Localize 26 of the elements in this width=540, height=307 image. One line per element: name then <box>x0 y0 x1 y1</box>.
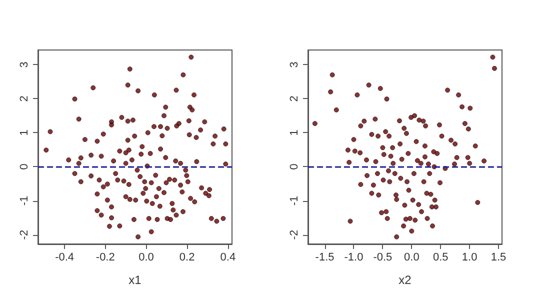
y-tick-label: 0 <box>288 164 300 170</box>
y-tick-label: 3 <box>288 62 300 68</box>
x-tick-label: 0.5 <box>432 252 448 264</box>
y-tick-label: 0 <box>18 164 30 170</box>
y-tick-label: -2 <box>288 230 300 240</box>
x-tick-label: -0.5 <box>373 252 392 264</box>
y-tick-label: 3 <box>18 62 30 68</box>
x-tick-label: -1.5 <box>315 252 334 264</box>
y-tick-label: 2 <box>288 96 300 102</box>
x-tick-label: -0.2 <box>96 252 115 264</box>
y-tick-label: -2 <box>18 230 30 240</box>
x-tick-label: 0.4 <box>220 252 236 264</box>
y-tick-label: 1 <box>18 130 30 136</box>
x-tick-label: 0.2 <box>179 252 195 264</box>
x-axis-title: x1 <box>128 273 142 287</box>
y-tick-label: -1 <box>288 196 300 206</box>
x-tick-label: 0.0 <box>138 252 154 264</box>
x-tick-label: -0.4 <box>55 252 74 264</box>
x-tick-label: 1.5 <box>490 252 506 264</box>
y-tick-label: 1 <box>288 130 300 136</box>
x-tick-label: 1.0 <box>462 252 478 264</box>
x-tick-label: -1.0 <box>344 252 364 264</box>
y-tick-label: -1 <box>18 196 30 206</box>
y-tick-label: 2 <box>18 96 30 102</box>
x-axis-title: x2 <box>398 273 412 287</box>
x-tick-label: 0.0 <box>404 252 420 264</box>
